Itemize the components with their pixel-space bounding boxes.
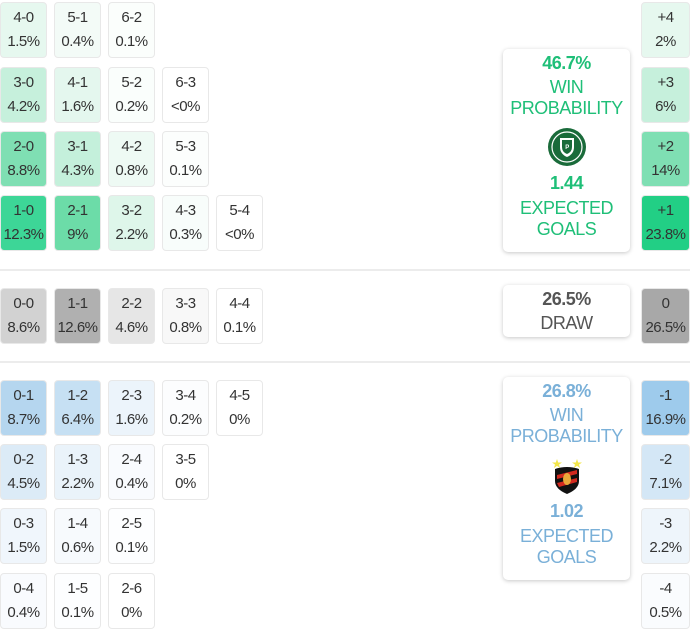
score-cell-4-0: 4-0 1.5% (0, 2, 47, 58)
svg-text:P: P (565, 145, 569, 151)
home-xg-label-1: EXPECTED (519, 198, 614, 218)
margin-cell-minus-4: -4 0.5% (641, 573, 690, 629)
away-win-probability: 26.8% (542, 381, 591, 401)
score-cell-3-1: 3-1 4.3% (54, 131, 101, 187)
score-cell-5-2: 5-2 0.2% (108, 67, 155, 123)
divider-top (0, 269, 690, 271)
score-cell-4-4: 4-4 0.1% (216, 288, 263, 344)
score-cell-2-4: 2-4 0.4% (108, 444, 155, 500)
score-cell-0-0: 0-0 8.6% (0, 288, 47, 344)
score-cell-3-0: 3-0 4.2% (0, 67, 47, 123)
score-cell-5-4: 5-4 <0% (216, 195, 263, 251)
away-win-label-2: PROBABILITY (510, 426, 623, 446)
score-cell-2-2: 2-2 4.6% (108, 288, 155, 344)
draw-card: 26.5% DRAW (503, 285, 630, 337)
away-win-card: 26.8% WIN PROBABILITY 1.02 EXPECTED GOAL… (503, 377, 630, 580)
margin-cell-minus-2: -2 7.1% (641, 444, 690, 500)
margin-cell-plus-3: +3 6% (641, 67, 690, 123)
home-win-label-2: PROBABILITY (510, 98, 623, 118)
score-cell-5-3: 5-3 0.1% (162, 131, 209, 187)
home-win-probability: 46.7% (542, 53, 591, 73)
score-cell-3-2: 3-2 2.2% (108, 195, 155, 251)
away-expected-goals: 1.02 (549, 501, 584, 521)
sport-recife-crest-icon (551, 459, 582, 494)
divider-bottom (0, 361, 690, 363)
away-xg-label-1: EXPECTED (519, 526, 614, 546)
margin-cell-minus-1: -1 16.9% (641, 380, 690, 436)
score-cell-4-1: 4-1 1.6% (54, 67, 101, 123)
score-cell-4-2: 4-2 0.8% (108, 131, 155, 187)
score-cell-5-1: 5-1 0.4% (54, 2, 101, 58)
margin-cell-plus-4: +4 2% (641, 2, 690, 58)
score-cell-1-4: 1-4 0.6% (54, 508, 101, 564)
away-win-label-1: WIN (549, 405, 584, 425)
draw-label: DRAW (540, 312, 593, 333)
score-cell-3-3: 3-3 0.8% (162, 288, 209, 344)
score-cell-0-3: 0-3 1.5% (0, 508, 47, 564)
score-cell-4-5: 4-5 0% (216, 380, 263, 436)
score-cell-0-4: 0-4 0.4% (0, 573, 47, 629)
score-cell-2-0: 2-0 8.8% (0, 131, 47, 187)
score-cell-2-5: 2-5 0.1% (108, 508, 155, 564)
margin-cell-minus-3: -3 2.2% (641, 508, 690, 564)
margin-cell-plus-1: +1 23.8% (641, 195, 690, 251)
score-cell-3-4: 3-4 0.2% (162, 380, 209, 436)
score-cell-1-5: 1-5 0.1% (54, 573, 101, 629)
score-cell-1-3: 1-3 2.2% (54, 444, 101, 500)
score-cell-2-1: 2-1 9% (54, 195, 101, 251)
score-cell-1-2: 1-2 6.4% (54, 380, 101, 436)
score-cell-6-3: 6-3 <0% (162, 67, 209, 123)
score-cell-2-3: 2-3 1.6% (108, 380, 155, 436)
margin-cell-plus-2: +2 14% (641, 131, 690, 187)
margin-cell-zero: 0 26.5% (641, 288, 690, 344)
score-cell-6-2: 6-2 0.1% (108, 2, 155, 58)
score-cell-0-2: 0-2 4.5% (0, 444, 47, 500)
draw-probability: 26.5% (542, 288, 591, 309)
home-win-card: 46.7% WIN PROBABILITY P 1.44 EXPECTED GO… (503, 49, 630, 252)
score-cell-1-1: 1-1 12.6% (54, 288, 101, 344)
home-expected-goals: 1.44 (549, 173, 584, 193)
score-cell-4-3: 4-3 0.3% (162, 195, 209, 251)
score-cell-3-5: 3-5 0% (162, 444, 209, 500)
home-win-label-1: WIN (549, 77, 584, 97)
away-xg-label-2: GOALS (536, 547, 597, 567)
score-cell-2-6: 2-6 0% (108, 573, 155, 629)
score-cell-0-1: 0-1 8.7% (0, 380, 47, 436)
palmeiras-crest-icon: P (547, 128, 586, 166)
score-cell-1-0: 1-0 12.3% (0, 195, 47, 251)
home-xg-label-2: GOALS (536, 219, 597, 239)
